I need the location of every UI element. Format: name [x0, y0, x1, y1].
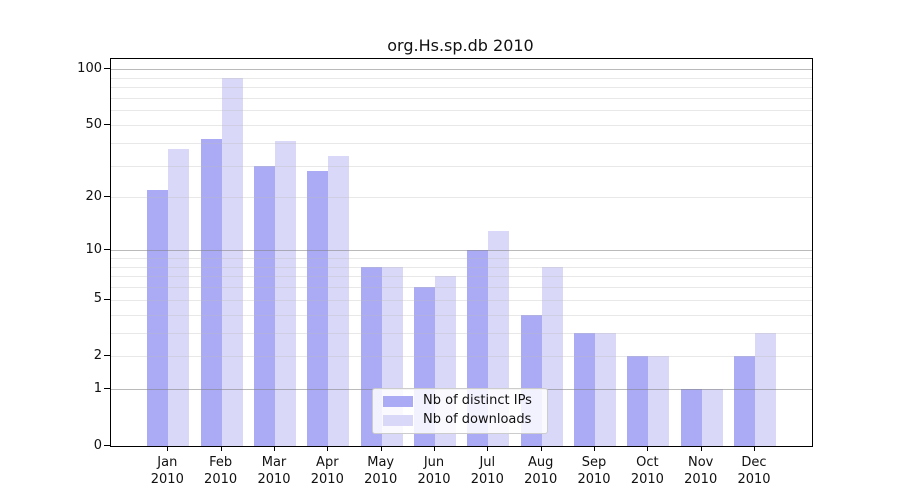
x-tick-label-line: Oct: [636, 455, 659, 470]
x-tick-label: Jan 2010: [137, 454, 197, 488]
y-tick: [104, 249, 110, 251]
bar-distinct-ips: [253, 165, 275, 446]
y-tick: [104, 298, 110, 300]
x-tick: [167, 446, 169, 451]
bar-distinct-ips: [307, 171, 329, 446]
x-tick-label-line: 2010: [417, 472, 451, 487]
bar-distinct-ips: [734, 356, 756, 446]
x-tick: [594, 446, 595, 451]
x-tick-label-line: 2010: [470, 472, 504, 487]
x-tick: [434, 446, 435, 451]
bar-downloads: [168, 149, 190, 446]
x-tick: [220, 446, 222, 451]
bar-distinct-ips: [574, 332, 596, 446]
x-tick: [274, 446, 275, 451]
x-tick-label: Aug 2010: [511, 454, 571, 488]
x-tick-label-line: Apr: [316, 455, 339, 470]
bar-downloads: [701, 389, 723, 446]
y-tick: [104, 68, 110, 70]
y-tick-label: 1: [93, 380, 102, 396]
bar-downloads: [221, 77, 243, 446]
y-tick: [104, 445, 110, 446]
x-tick-label-line: 2010: [364, 472, 398, 487]
gridline-minor: [111, 87, 812, 89]
x-tick-label: May 2010: [351, 454, 411, 488]
x-tick-label-line: 2010: [310, 472, 344, 487]
x-tick: [754, 446, 755, 451]
x-tick-label-line: 2010: [524, 472, 558, 487]
x-tick: [327, 446, 329, 451]
bar-distinct-ips: [147, 190, 169, 446]
legend-item-downloads: Nb of downloads: [373, 411, 547, 429]
x-tick-label: Apr 2010: [297, 454, 357, 488]
x-tick-label-line: 2010: [150, 472, 184, 487]
x-tick-label-line: Dec: [741, 455, 767, 470]
gridline-minor: [111, 110, 812, 112]
x-tick-label: Sep 2010: [564, 454, 624, 488]
legend-swatch-distinct-ips: [383, 396, 413, 407]
x-tick-label-line: Aug: [527, 455, 554, 470]
x-tick-label-line: Mar: [261, 455, 287, 470]
x-tick-label-line: 2010: [577, 472, 611, 487]
x-tick-label: Feb 2010: [191, 454, 251, 488]
x-tick-label: Oct 2010: [617, 454, 677, 488]
x-tick-label-line: Jun: [423, 455, 445, 470]
gridline-minor: [111, 77, 812, 79]
x-tick-label-line: 2010: [737, 472, 771, 487]
x-tick-label: Jul 2010: [457, 454, 517, 488]
y-tick: [104, 388, 110, 390]
x-tick: [380, 446, 382, 451]
legend-label-downloads: Nb of downloads: [423, 412, 532, 427]
gridline-minor: [111, 125, 812, 126]
y-tick-label: 50: [85, 116, 102, 132]
x-tick-label-line: Sep: [581, 455, 607, 470]
y-tick-label: 5: [93, 291, 102, 307]
x-tick-label: Dec 2010: [724, 454, 784, 488]
bar-downloads: [328, 155, 350, 446]
x-tick-label-line: 2010: [684, 472, 718, 487]
x-tick-label-line: May: [367, 455, 395, 470]
bar-distinct-ips: [680, 389, 702, 446]
bar-distinct-ips: [627, 356, 649, 446]
y-tick-label: 0: [93, 437, 102, 453]
gridline-minor: [111, 98, 812, 99]
bar-downloads: [274, 140, 296, 446]
y-tick: [104, 124, 110, 125]
x-tick-label: Mar 2010: [244, 454, 304, 488]
x-tick-label-line: Jan: [157, 455, 178, 470]
x-tick-label-line: 2010: [630, 472, 664, 487]
bar-distinct-ips: [200, 138, 222, 446]
y-tick-label: 20: [85, 188, 102, 204]
x-tick-label-line: Nov: [688, 455, 714, 470]
x-tick-label-line: Jul: [479, 455, 496, 470]
x-tick-label-line: 2010: [204, 472, 238, 487]
x-tick-label: Nov 2010: [671, 454, 731, 488]
x-tick-label-line: 2010: [257, 472, 291, 487]
bar-downloads: [595, 332, 617, 446]
x-tick-label-line: Feb: [209, 455, 233, 470]
x-tick: [540, 446, 542, 451]
legend-item-distinct-ips: Nb of distinct IPs: [373, 392, 547, 410]
chart-title: org.Hs.sp.db 2010: [387, 36, 534, 55]
bar-downloads: [648, 356, 670, 446]
y-tick: [104, 196, 110, 198]
x-tick-label: Jun 2010: [404, 454, 464, 488]
legend-swatch-downloads: [383, 415, 413, 426]
y-tick-label: 10: [85, 241, 102, 257]
x-tick: [700, 446, 702, 451]
x-tick: [487, 446, 489, 451]
legend-box: Nb of distinct IPs Nb of downloads: [372, 388, 548, 434]
y-tick-label: 100: [77, 60, 102, 76]
y-tick: [104, 355, 110, 357]
legend-label-distinct-ips: Nb of distinct IPs: [423, 393, 532, 408]
y-tick-label: 2: [93, 347, 102, 363]
x-tick: [647, 446, 649, 451]
gridline-major: [111, 69, 812, 71]
bar-downloads: [755, 332, 777, 446]
